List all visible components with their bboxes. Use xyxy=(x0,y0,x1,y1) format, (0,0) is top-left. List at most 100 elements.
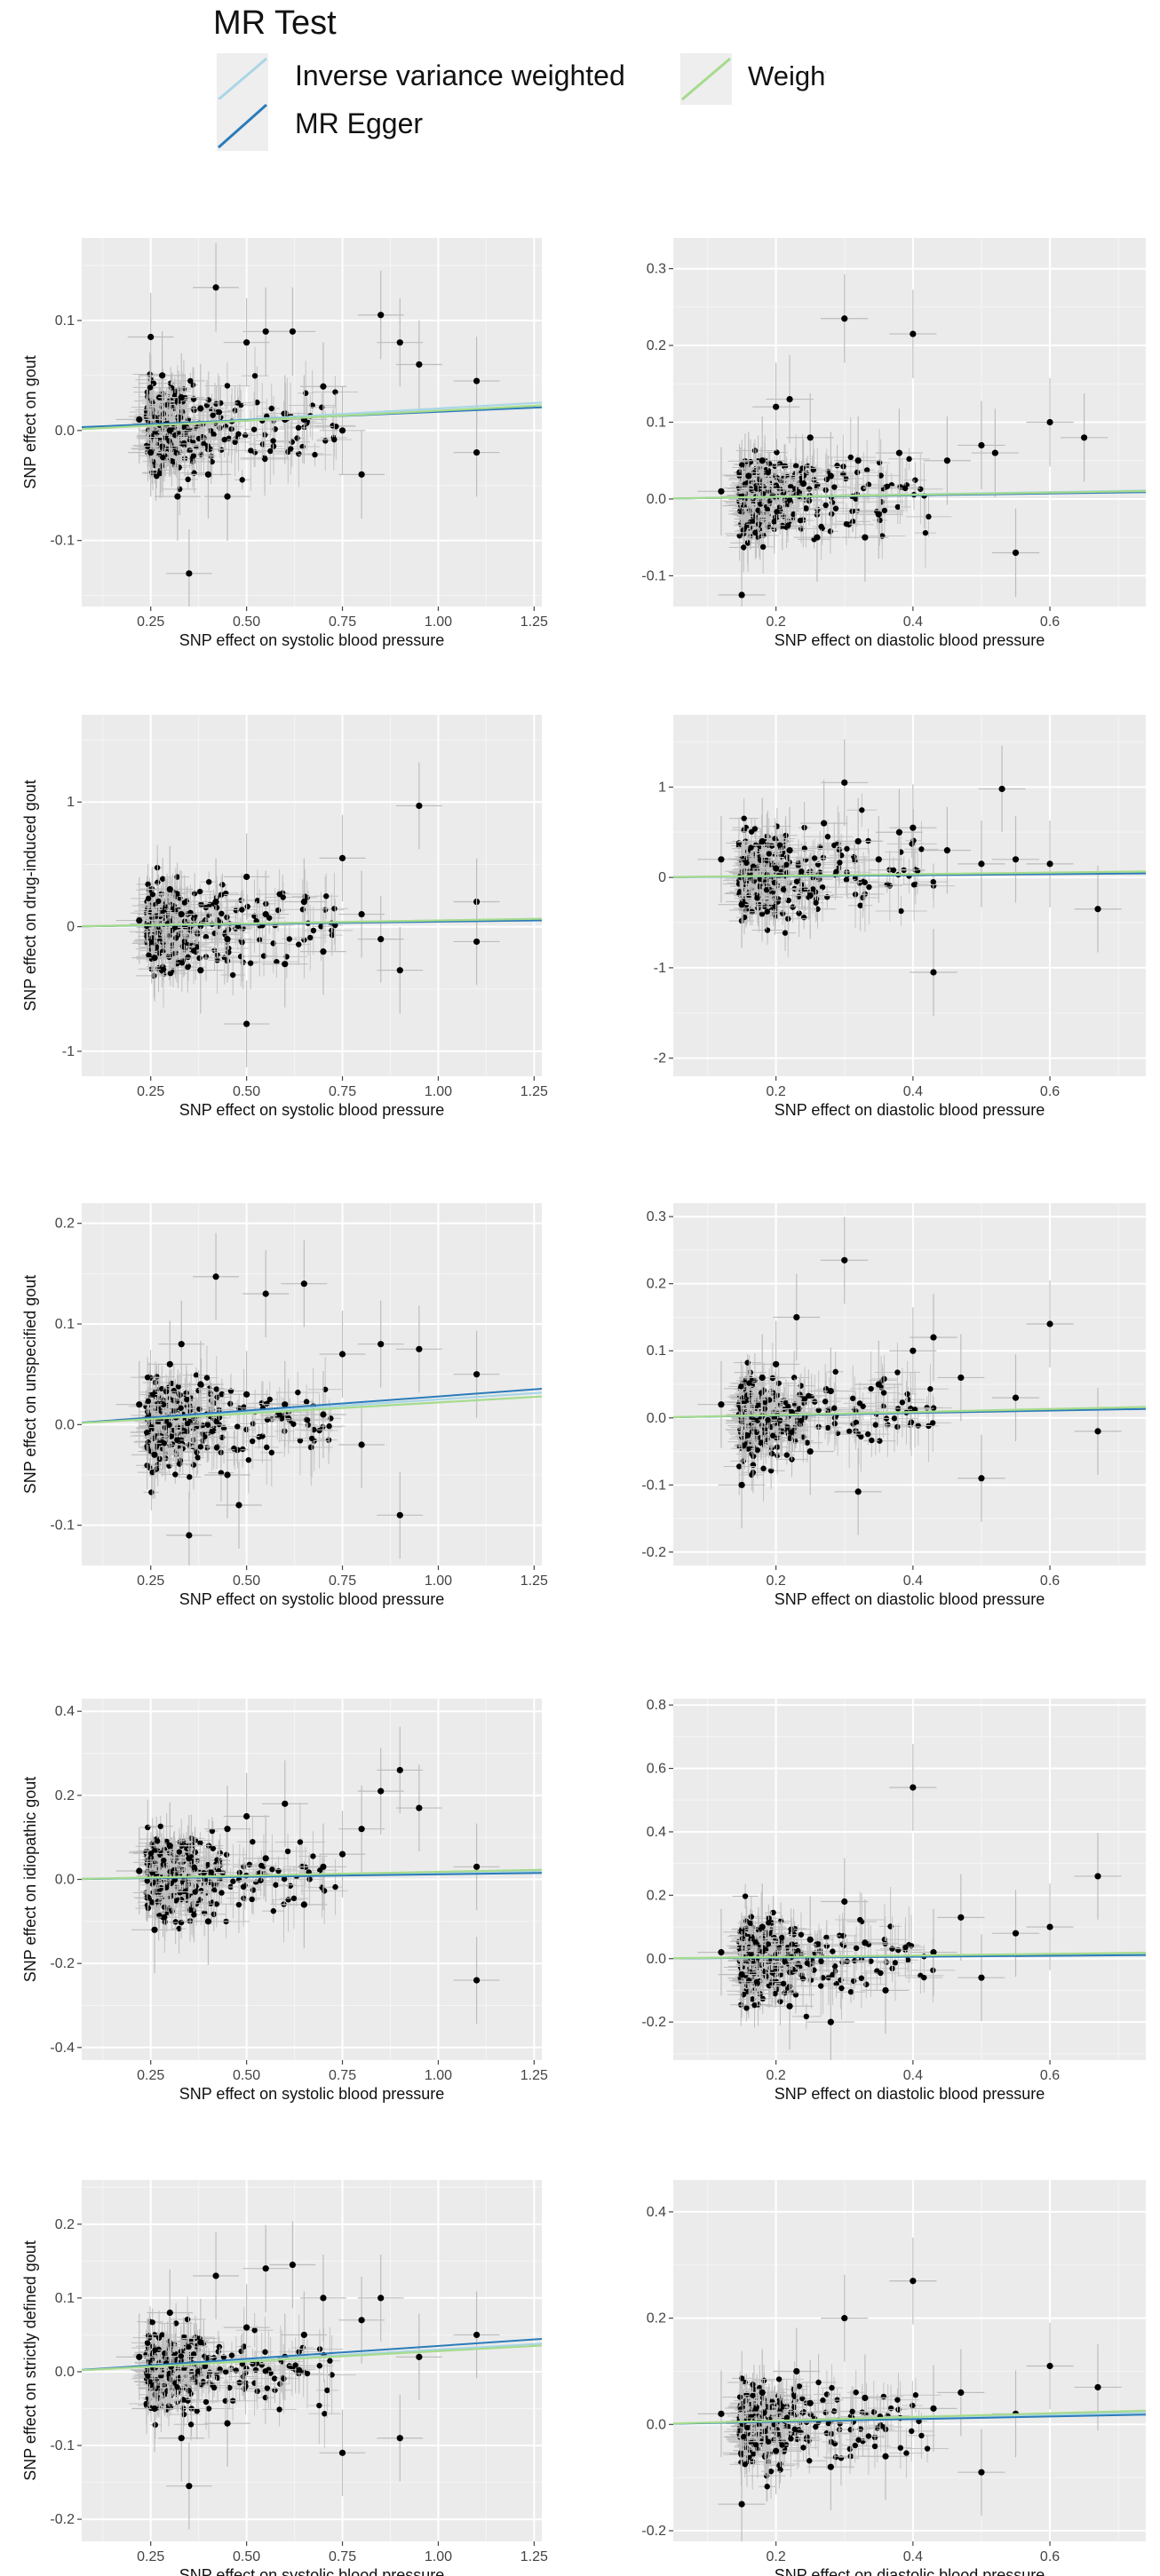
cluster-point xyxy=(757,861,763,868)
cluster-point xyxy=(266,915,273,921)
scatter-point xyxy=(309,402,315,408)
cluster-point xyxy=(795,860,802,867)
scatter-point xyxy=(856,880,863,886)
cluster-point xyxy=(746,511,753,517)
cluster-point xyxy=(177,398,184,404)
cluster-point xyxy=(159,395,165,401)
scatter-point xyxy=(294,435,300,441)
cluster-point xyxy=(189,382,196,388)
cluster-point xyxy=(742,458,749,464)
cluster-point xyxy=(167,400,173,408)
cluster-point xyxy=(738,503,744,509)
cluster-point xyxy=(748,885,754,892)
cluster-point xyxy=(170,1415,176,1421)
cluster-point xyxy=(175,414,181,420)
scatter-point xyxy=(268,405,274,412)
cluster-point xyxy=(158,923,164,930)
cluster-point xyxy=(778,852,785,858)
cluster-point xyxy=(736,470,743,477)
cluster-point xyxy=(160,1441,166,1447)
scatter-point xyxy=(213,904,220,911)
cluster-point xyxy=(167,1396,174,1403)
data-point xyxy=(759,457,766,464)
cluster-point xyxy=(175,907,182,913)
scatter-point xyxy=(775,896,782,902)
cluster-point xyxy=(765,488,772,495)
cluster-point xyxy=(753,487,759,494)
cluster-point xyxy=(790,515,796,522)
cluster-point xyxy=(186,926,193,932)
cluster-point xyxy=(745,502,751,509)
scatter-point xyxy=(784,854,791,860)
cluster-point xyxy=(211,1399,218,1407)
cluster-point xyxy=(738,887,745,893)
cluster-point xyxy=(144,1415,151,1421)
cluster-point xyxy=(767,887,773,893)
cluster-point xyxy=(747,458,754,465)
cluster-point xyxy=(194,444,200,450)
cluster-point xyxy=(172,449,179,456)
cluster-point xyxy=(800,517,806,523)
scatter-point xyxy=(254,400,260,406)
cluster-point xyxy=(780,849,787,856)
cluster-point xyxy=(746,888,753,894)
cluster-point xyxy=(748,511,754,519)
cluster-point xyxy=(772,852,779,859)
scatter-point xyxy=(203,904,210,911)
y-tick-label: 0.0 xyxy=(647,492,666,507)
cluster-point xyxy=(169,385,176,392)
cluster-point xyxy=(154,925,160,932)
cluster-point xyxy=(783,524,790,530)
cluster-point xyxy=(191,470,197,476)
cluster-point xyxy=(227,1400,234,1407)
cluster-point xyxy=(163,401,170,408)
cluster-point xyxy=(752,508,759,514)
y-axis-title: SNP effect on drug-induced gout xyxy=(21,780,39,1011)
cluster-point xyxy=(749,524,755,530)
scatter-point xyxy=(331,906,338,912)
cluster-point xyxy=(147,1391,153,1399)
cluster-point xyxy=(772,463,778,470)
cluster-point xyxy=(179,408,186,416)
cluster-point xyxy=(794,487,801,494)
cluster-point xyxy=(233,908,239,914)
cluster-point xyxy=(806,889,813,895)
data-point xyxy=(1046,418,1053,426)
scatter-point xyxy=(895,871,902,878)
cluster-point xyxy=(144,923,150,930)
cluster-point xyxy=(170,904,176,911)
y-tick-label: -0.1 xyxy=(50,534,75,549)
cluster-point xyxy=(173,1431,179,1439)
cluster-point xyxy=(149,892,156,898)
cluster-point xyxy=(738,917,745,924)
cluster-point xyxy=(144,921,150,927)
cluster-point xyxy=(761,842,767,848)
scatter-point xyxy=(806,486,813,492)
data-point xyxy=(895,828,903,836)
scatter-point xyxy=(865,481,872,487)
data-point xyxy=(875,856,882,863)
cluster-point xyxy=(746,524,753,531)
cluster-point xyxy=(743,511,749,518)
cluster-point xyxy=(755,881,761,887)
cluster-point xyxy=(148,433,155,440)
scatter-point xyxy=(930,878,936,885)
cluster-point xyxy=(207,1391,214,1398)
cluster-point xyxy=(153,1466,160,1472)
cluster-point xyxy=(172,463,179,469)
cluster-point xyxy=(164,421,171,427)
cluster-point xyxy=(171,1425,177,1431)
cluster-point xyxy=(150,936,156,943)
cluster-point xyxy=(790,904,796,910)
scatter-point xyxy=(764,908,770,915)
cluster-point xyxy=(160,948,166,955)
cluster-point xyxy=(742,503,748,510)
cluster-point xyxy=(180,385,187,392)
cluster-point xyxy=(156,950,163,956)
cluster-point xyxy=(767,881,774,888)
cluster-point xyxy=(250,1421,257,1427)
cluster-point xyxy=(145,918,151,924)
cluster-point xyxy=(743,867,751,873)
scatter-point xyxy=(819,884,826,891)
cluster-point xyxy=(836,846,843,853)
